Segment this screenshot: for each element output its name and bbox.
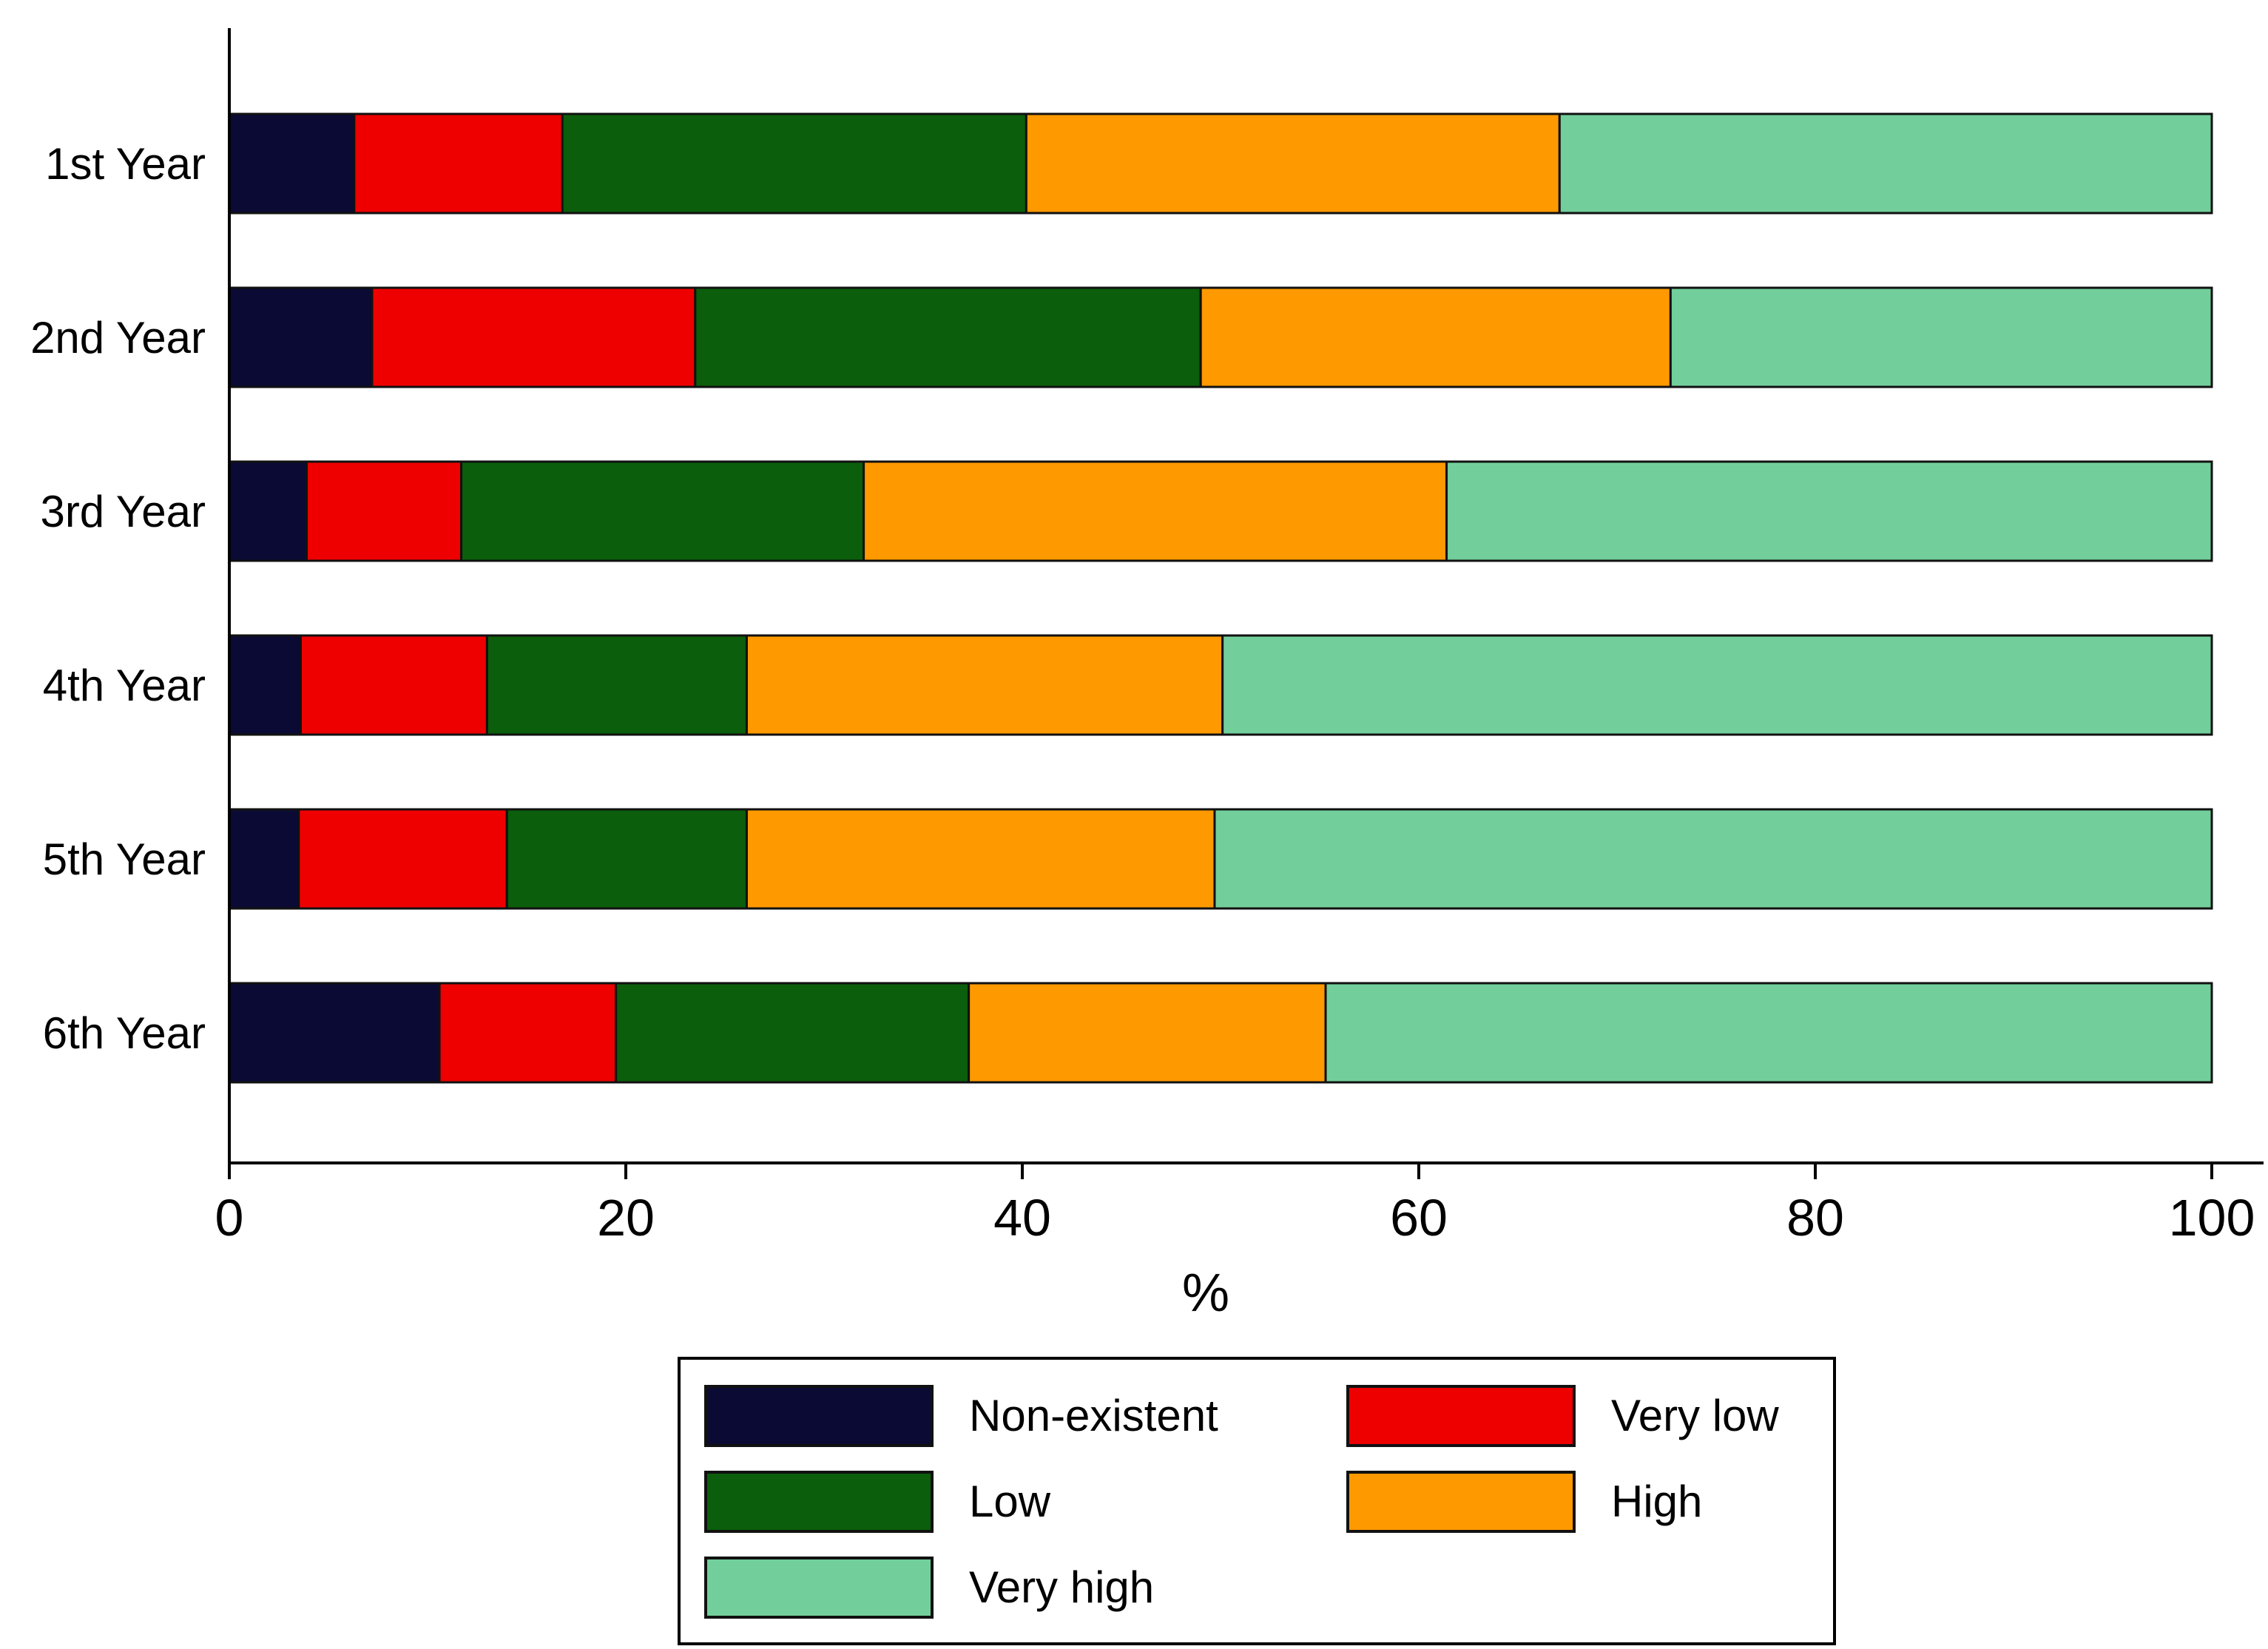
legend-label: High <box>1611 1477 1702 1526</box>
bar-segment-4-non-existent <box>228 634 302 736</box>
bar-segment-6-low <box>615 982 971 1084</box>
bar-segment-6-high <box>968 982 1327 1084</box>
x-axis-title: % <box>1182 1264 1229 1323</box>
bar-segment-5-very-high <box>1213 808 2213 910</box>
bar-segment-3-low <box>460 460 865 562</box>
bar-segment-5-non-existent <box>228 808 300 910</box>
bar-segment-2-low <box>694 286 1202 388</box>
bar-segment-1-very-low <box>353 112 564 215</box>
category-label: 6th Year <box>43 1008 206 1058</box>
x-tick-label: 20 <box>597 1189 655 1247</box>
bar-segment-2-non-existent <box>228 286 374 388</box>
legend-swatch-very-low <box>1346 1385 1576 1447</box>
category-labels: 1st Year 2nd Year 3rd Year 4th Year 5th Year… <box>30 139 206 1058</box>
category-label: 2nd Year <box>30 313 206 362</box>
legend-label: Low <box>969 1477 1051 1526</box>
category-label: 3rd Year <box>40 487 206 536</box>
x-tick-label: 80 <box>1786 1189 1844 1247</box>
legend-swatch-non-existent <box>704 1385 934 1447</box>
bar-segment-3-non-existent <box>228 460 308 562</box>
legend: Non-existent Very low Low High Very high <box>678 1357 1836 1645</box>
bar-segment-4-very-high <box>1221 634 2213 736</box>
bar-segment-3-high <box>863 460 1448 562</box>
legend-items: Non-existent Very low Low High Very high <box>704 1385 1779 1619</box>
bar-segment-4-low <box>485 634 748 736</box>
bar-segment-6-very-high <box>1324 982 2213 1084</box>
bar-segment-1-high <box>1025 112 1561 215</box>
bar-segment-6-non-existent <box>228 982 441 1084</box>
bar-segment-2-very-high <box>1669 286 2213 388</box>
bar-segment-5-very-low <box>297 808 508 910</box>
x-tick-label: 0 <box>215 1189 244 1247</box>
bar-segment-2-high <box>1199 286 1672 388</box>
category-label: 1st Year <box>45 139 206 189</box>
x-tick-label: 60 <box>1390 1189 1448 1247</box>
legend-swatch-low <box>704 1471 934 1533</box>
x-tick-label: 40 <box>993 1189 1051 1247</box>
bar-segment-2-very-low <box>371 286 697 388</box>
bar-segment-4-high <box>745 634 1224 736</box>
legend-label: Very low <box>1611 1391 1779 1440</box>
bar-segment-4-very-low <box>299 634 488 736</box>
bar-segment-1-low <box>561 112 1027 215</box>
bar-segment-5-low <box>505 808 748 910</box>
bar-segment-1-very-high <box>1558 112 2213 215</box>
category-label: 4th Year <box>43 661 206 710</box>
legend-swatch-high <box>1346 1471 1576 1533</box>
bar-segment-6-very-low <box>438 982 618 1084</box>
bars-layer <box>228 112 2213 1084</box>
bar-segment-5-high <box>745 808 1216 910</box>
legend-label: Non-existent <box>969 1391 1218 1440</box>
x-tick-label: 100 <box>2169 1189 2255 1247</box>
bar-segment-3-very-high <box>1445 460 2213 562</box>
x-axis-ticks: 0 20 40 60 80 100 <box>215 1163 2255 1247</box>
legend-label: Very high <box>969 1562 1154 1612</box>
category-label: 5th Year <box>43 834 206 884</box>
bar-segment-1-non-existent <box>228 112 356 215</box>
legend-swatch-very-high <box>704 1557 934 1619</box>
bar-segment-3-very-low <box>306 460 463 562</box>
